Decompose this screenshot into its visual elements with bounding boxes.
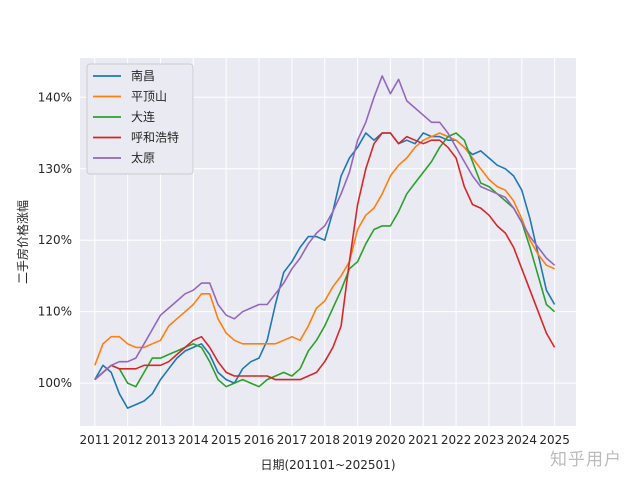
series-line-0 (94, 132, 556, 409)
tick-labels: 2011 2012 2013 2014 2015 2016 2017 2018 2019 2020… (38, 90, 570, 447)
x-axis-label: 日期(201101~202501) (260, 458, 395, 472)
x-tick-label: 2013 (145, 433, 176, 447)
legend-label: 南昌 (131, 68, 155, 83)
x-tick-label: 2020 (375, 433, 406, 447)
legend-label: 大连 (131, 109, 155, 124)
x-tick-label: 2018 (309, 433, 340, 447)
y-axis-label: 二手房价格涨幅 (15, 200, 30, 284)
series-line-3 (94, 132, 556, 381)
legend-label: 平顶山 (131, 90, 167, 104)
x-tick-label: 2017 (277, 433, 308, 447)
x-tick-label: 2016 (244, 433, 275, 447)
x-tick-label: 2024 (507, 433, 538, 447)
x-tick-label: 2025 (539, 433, 570, 447)
legend-frame (86, 63, 194, 175)
x-tick-label: 2019 (342, 433, 373, 447)
y-tick-label: 140% (38, 90, 72, 104)
x-tick-label: 2023 (474, 433, 505, 447)
x-tick-label: 2012 (112, 433, 143, 447)
x-tick-label: 2014 (178, 433, 209, 447)
x-tick-label: 2021 (408, 433, 439, 447)
x-tick-label: 2022 (441, 433, 472, 447)
y-tick-label: 110% (38, 305, 72, 319)
legend-label: 呼和浩特 (131, 130, 179, 145)
series-line-2 (94, 132, 556, 388)
watermark: 知乎用户 (550, 450, 622, 470)
series-lines (94, 75, 556, 409)
y-tick-label: 120% (38, 233, 72, 247)
series-line-4 (94, 75, 556, 381)
x-tick-label: 2011 (80, 433, 111, 447)
y-tick-label: 130% (38, 162, 72, 176)
series-line-1 (94, 132, 555, 366)
y-tick-label: 100% (38, 376, 72, 390)
legend-label: 太原 (131, 150, 155, 165)
x-tick-label: 2015 (211, 433, 242, 447)
